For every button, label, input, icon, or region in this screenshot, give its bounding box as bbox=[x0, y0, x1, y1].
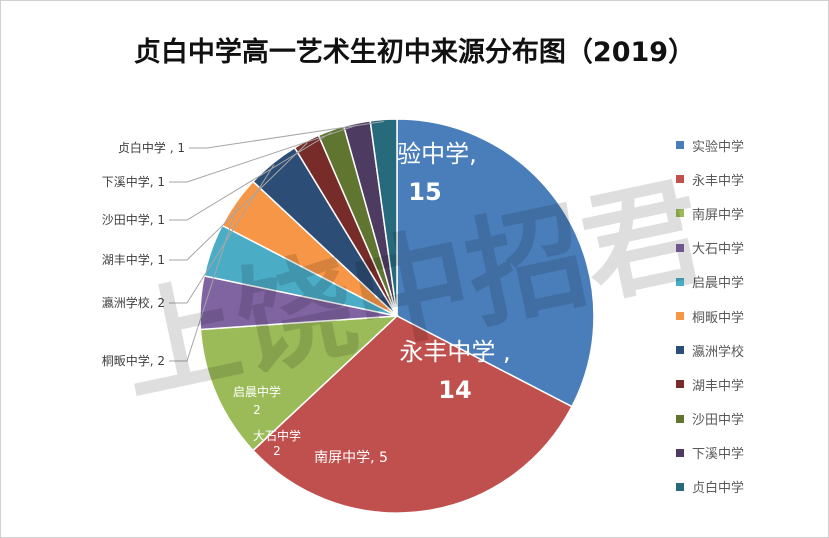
data-label-2: 南屏中学, 5 bbox=[314, 450, 388, 466]
legend-item-1: 永丰中学 bbox=[676, 162, 744, 196]
leader-line-8 bbox=[169, 131, 332, 221]
legend-label: 大石中学 bbox=[692, 242, 745, 258]
legend-label: 桐畈中学 bbox=[692, 310, 745, 326]
legend-swatch bbox=[676, 312, 684, 321]
data-label-1: 永丰中学 , 14 bbox=[399, 338, 510, 404]
pie-slice-0 bbox=[396, 118, 595, 408]
legend-swatch bbox=[676, 277, 684, 286]
chart-title: 贞白中学高一艺术生初中来源分布图（2019） bbox=[133, 37, 696, 68]
legend-item-5: 桐畈中学 bbox=[676, 299, 744, 333]
legend-label: 湖丰中学 bbox=[692, 378, 745, 394]
legend-swatch bbox=[676, 380, 684, 389]
legend-label: 贞白中学 bbox=[692, 481, 745, 497]
legend-label: 永丰中学 bbox=[692, 173, 745, 189]
legend-label: 沙田中学 bbox=[692, 413, 745, 429]
legend-swatch bbox=[676, 209, 684, 218]
legend-item-2: 南屏中学 bbox=[676, 196, 744, 230]
legend-item-0: 实验中学 bbox=[676, 128, 744, 162]
legend-item-3: 大石中学 bbox=[676, 231, 744, 265]
legend-item-9: 下溪中学 bbox=[676, 436, 744, 470]
legend-label: 下溪中学 bbox=[692, 447, 745, 463]
legend-item-10: 贞白中学 bbox=[676, 470, 744, 504]
data-label-6: 瀛洲学校, 2 bbox=[102, 295, 165, 310]
legend-swatch bbox=[676, 243, 684, 252]
legend-swatch bbox=[676, 414, 684, 423]
legend-swatch bbox=[676, 482, 684, 491]
data-label-5: 桐畈中学, 2 bbox=[102, 353, 165, 368]
legend-swatch bbox=[676, 175, 684, 184]
legend-item-6: 瀛洲学校 bbox=[676, 333, 744, 367]
legend-item-7: 湖丰中学 bbox=[676, 367, 744, 401]
pie-slice-2 bbox=[199, 315, 400, 452]
legend-item-4: 启晨中学 bbox=[676, 265, 744, 299]
data-label-7: 湖丰中学, 1 bbox=[102, 252, 165, 267]
leader-line-6 bbox=[169, 164, 275, 304]
legend-swatch bbox=[676, 448, 684, 457]
leader-line-9 bbox=[169, 124, 358, 183]
legend: 实验中学永丰中学南屏中学大石中学启晨中学桐畈中学瀛洲学校湖丰中学沙田中学下溪中学… bbox=[676, 128, 744, 504]
leader-line-7 bbox=[169, 142, 308, 261]
pie-slice-10 bbox=[369, 118, 398, 317]
legend-item-8: 沙田中学 bbox=[676, 402, 744, 436]
legend-label: 实验中学 bbox=[692, 139, 745, 155]
leader-line-10 bbox=[189, 120, 384, 149]
legend-label: 启晨中学 bbox=[692, 276, 745, 292]
leader-line-5 bbox=[169, 203, 239, 362]
data-label-10: 贞白中学 , 1 bbox=[118, 140, 185, 155]
legend-swatch bbox=[676, 141, 684, 150]
legend-swatch bbox=[676, 346, 684, 355]
data-label-3: 大石中学 2 bbox=[253, 428, 301, 458]
legend-label: 瀛洲学校 bbox=[692, 344, 745, 360]
pie-slice-1 bbox=[251, 315, 573, 514]
data-label-8: 沙田中学, 1 bbox=[102, 212, 165, 227]
data-label-4: 启晨中学 2 bbox=[233, 384, 281, 417]
legend-label: 南屏中学 bbox=[692, 207, 745, 223]
data-label-9: 下溪中学, 1 bbox=[102, 174, 165, 189]
